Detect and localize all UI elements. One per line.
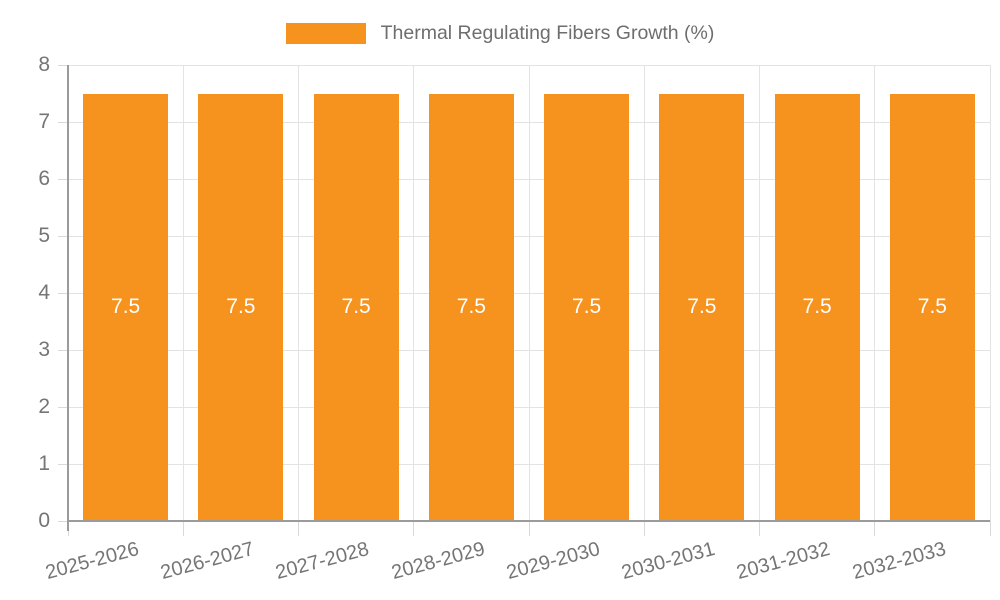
bar-value-label: 7.5 [341, 295, 371, 319]
y-axis-tick-label: 3 [38, 338, 50, 361]
x-axis-tick [643, 521, 645, 536]
x-axis-tick-label: 2032-2033 [849, 538, 949, 585]
bar[interactable] [83, 93, 169, 521]
y-axis-tick-label: 5 [38, 224, 50, 247]
legend-swatch [285, 22, 366, 44]
y-axis-tick-label: 1 [38, 452, 50, 475]
x-axis-tick [989, 521, 991, 536]
y-axis-tick [58, 121, 68, 123]
x-axis-tick [874, 521, 876, 536]
y-axis-tick [58, 463, 68, 465]
gridline-vertical [643, 65, 645, 521]
x-axis-tick [182, 521, 184, 536]
x-axis-tick-label: 2030-2031 [619, 538, 718, 585]
bar-value-label: 7.5 [917, 295, 947, 319]
bar[interactable] [313, 93, 399, 521]
x-axis-tick [298, 521, 299, 536]
bar-value-label: 7.5 [111, 295, 141, 319]
bar[interactable] [659, 93, 745, 521]
x-axis-tick [528, 521, 530, 536]
legend-label: Thermal Regulating Fibers Growth (%) [380, 21, 715, 44]
x-axis-tick [759, 521, 760, 536]
gridline-vertical [413, 65, 415, 521]
y-axis-tick [58, 349, 68, 351]
bar[interactable] [428, 93, 514, 521]
gridline-vertical [759, 65, 760, 521]
y-axis-tick-label: 4 [38, 281, 50, 304]
y-axis-tick [58, 292, 68, 294]
y-axis-tick [58, 406, 68, 408]
x-axis-tick [413, 521, 415, 536]
gridline-vertical [182, 65, 184, 521]
y-axis-tick-label: 7 [38, 110, 50, 133]
y-axis-tick [58, 178, 68, 180]
y-axis-tick-label: 8 [38, 53, 50, 76]
bar-value-label: 7.5 [572, 295, 602, 319]
bar-value-label: 7.5 [226, 295, 256, 319]
gridline-vertical [989, 65, 991, 521]
y-axis-line [67, 65, 69, 531]
gridline-vertical [528, 65, 530, 521]
gridline-vertical [874, 65, 876, 521]
x-axis-tick-label: 2029-2030 [504, 538, 603, 585]
x-axis-tick-label: 2026-2027 [158, 538, 257, 585]
x-axis-tick-label: 2031-2032 [734, 538, 833, 585]
y-axis-tick-label: 0 [38, 509, 50, 532]
y-axis-tick-label: 2 [38, 395, 50, 418]
bar[interactable] [198, 93, 284, 521]
bar[interactable] [544, 93, 630, 521]
x-axis-tick-label: 2025-2026 [43, 538, 142, 585]
bar-value-label: 7.5 [456, 295, 486, 319]
y-axis-tick [58, 64, 68, 66]
bar[interactable] [774, 93, 860, 521]
y-axis-tick [58, 235, 68, 237]
x-axis-line [68, 520, 990, 522]
x-axis-tick-label: 2027-2028 [273, 538, 372, 585]
y-axis-tick-label: 6 [38, 167, 50, 190]
legend[interactable]: Thermal Regulating Fibers Growth (%) [0, 20, 1000, 46]
bar-value-label: 7.5 [687, 295, 717, 319]
x-axis-tick-label: 2028-2029 [388, 538, 488, 585]
y-axis-tick [58, 520, 68, 522]
bar-value-label: 7.5 [802, 295, 832, 319]
gridline-vertical [298, 65, 299, 521]
bar[interactable] [889, 93, 975, 521]
